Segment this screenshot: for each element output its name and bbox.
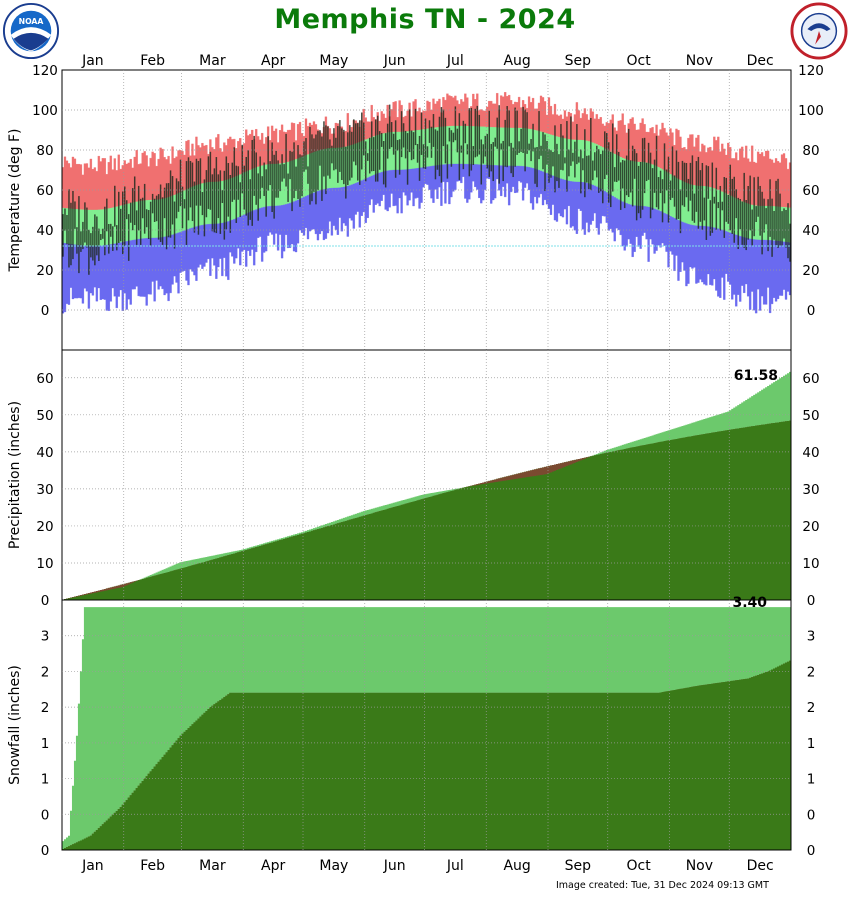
snowfall-panel: 0 0 0 0 1 1 1 1 2 2 2 2 3 3: [41, 599, 816, 859]
temperature-axis-label: Temperature (deg F): [7, 129, 23, 273]
temperature-tick-label-right: 60: [802, 183, 819, 199]
month-label-bottom-jan: Jan: [81, 858, 104, 874]
precipitation-tick-label-left: 50: [36, 408, 53, 424]
month-label-top-jun: Jun: [383, 53, 406, 69]
month-label-top-nov: Nov: [686, 53, 713, 69]
month-label-top-jul: Jul: [446, 53, 464, 69]
precipitation-tick-label-right: 40: [802, 445, 819, 461]
nws-logo-icon: [790, 2, 848, 60]
image-created-footer: Image created: Tue, 31 Dec 2024 09:13 GM…: [556, 880, 769, 891]
snow-common-area: [62, 660, 791, 850]
snowfall-tick-label-left: 3: [41, 629, 50, 645]
snowfall-tick-label-left: 0: [41, 807, 50, 823]
temperature-tick-label-left: 80: [36, 143, 53, 159]
page-title: Memphis TN - 2024: [274, 4, 576, 35]
snowfall-tick-label-left: 0: [41, 843, 50, 859]
precipitation-tick-label-left: 0: [41, 593, 50, 609]
month-label-bottom-jul: Jul: [446, 858, 464, 874]
month-label-bottom-dec: Dec: [747, 858, 774, 874]
month-label-top-apr: Apr: [261, 53, 285, 69]
precipitation-tick-label-left: 10: [36, 556, 53, 572]
precipitation-total-label: 61.58: [734, 368, 778, 384]
month-label-top-aug: Aug: [503, 53, 530, 69]
temperature-tick-label-right: 80: [802, 143, 819, 159]
snowfall-tick-label-right: 0: [807, 843, 816, 859]
precipitation-tick-label-left: 30: [36, 482, 53, 498]
snowfall-tick-label-left: 1: [41, 736, 50, 752]
temperature-panel: 0 0 20 20 40 40 60 60 80 80 100 100 120 120: [32, 63, 824, 351]
month-label-bottom-sep: Sep: [565, 858, 592, 874]
precipitation-tick-label-right: 20: [802, 519, 819, 535]
precipitation-tick-label-right: 50: [802, 408, 819, 424]
snowfall-tick-label-right: 0: [807, 807, 816, 823]
temperature-tick-label-right: 40: [802, 223, 819, 239]
temperature-tick-label-left: 60: [36, 183, 53, 199]
month-label-bottom-nov: Nov: [686, 858, 713, 874]
observed-daily-bars: [62, 104, 791, 275]
month-label-top-oct: Oct: [627, 53, 652, 69]
snowfall-tick-label-left: 2: [41, 664, 50, 680]
snowfall-frame: [61, 599, 792, 851]
temperature-tick-label-left: 100: [32, 103, 58, 119]
precipitation-tick-label-left: 60: [36, 371, 53, 387]
precipitation-tick-label-right: 30: [802, 482, 819, 498]
snowfall-tick-label-left: 1: [41, 772, 50, 788]
temperature-tick-label-right: 20: [802, 263, 819, 279]
month-label-top-dec: Dec: [747, 53, 774, 69]
month-label-bottom-jun: Jun: [383, 858, 406, 874]
precipitation-tick-label-left: 40: [36, 445, 53, 461]
noaa-logo-text: NOAA: [19, 17, 44, 26]
temperature-tick-label-right: 0: [807, 303, 816, 319]
month-label-top-jan: Jan: [81, 53, 104, 69]
month-labels: Jan Jan Feb Feb Mar Mar Apr Apr May May Jun Jun Jul J…: [81, 53, 774, 874]
precipitation-tick-label-left: 20: [36, 519, 53, 535]
precipitation-tick-label-right: 60: [802, 371, 819, 387]
precipitation-axis-label: Precipitation (inches): [7, 401, 23, 549]
snowfall-total-label: 3.40: [732, 595, 767, 611]
snowfall-tick-label-right: 2: [807, 700, 816, 716]
snowfall-tick-label-right: 1: [807, 736, 816, 752]
month-label-top-sep: Sep: [565, 53, 592, 69]
snowfall-tick-label-right: 1: [807, 772, 816, 788]
precipitation-panel: 0 0 10 10 20 20 30 30 40 40 50 50 60 60: [36, 349, 820, 609]
month-label-bottom-may: May: [319, 858, 348, 874]
temperature-tick-label-right: 120: [798, 63, 824, 79]
snowfall-tick-label-left: 2: [41, 700, 50, 716]
month-label-top-mar: Mar: [199, 53, 226, 69]
snowfall-tick-label-right: 2: [807, 664, 816, 680]
month-label-bottom-mar: Mar: [199, 858, 226, 874]
precipitation-tick-label-right: 0: [807, 593, 816, 609]
temperature-tick-label-right: 100: [798, 103, 824, 119]
month-label-bottom-feb: Feb: [140, 858, 165, 874]
precipitation-tick-label-right: 10: [802, 556, 819, 572]
month-label-bottom-apr: Apr: [261, 858, 285, 874]
temperature-tick-label-left: 40: [36, 223, 53, 239]
month-label-top-feb: Feb: [140, 53, 165, 69]
noaa-logo-icon: NOAA: [2, 2, 60, 60]
temperature-tick-label-left: 120: [32, 63, 58, 79]
precip-common-area: [62, 420, 791, 600]
month-label-bottom-oct: Oct: [627, 858, 652, 874]
month-label-bottom-aug: Aug: [503, 858, 530, 874]
temperature-tick-label-left: 0: [41, 303, 50, 319]
snowfall-tick-label-right: 3: [807, 629, 816, 645]
month-label-top-may: May: [319, 53, 348, 69]
temperature-tick-label-left: 20: [36, 263, 53, 279]
snowfall-axis-label: Snowfall (inches): [7, 665, 23, 785]
